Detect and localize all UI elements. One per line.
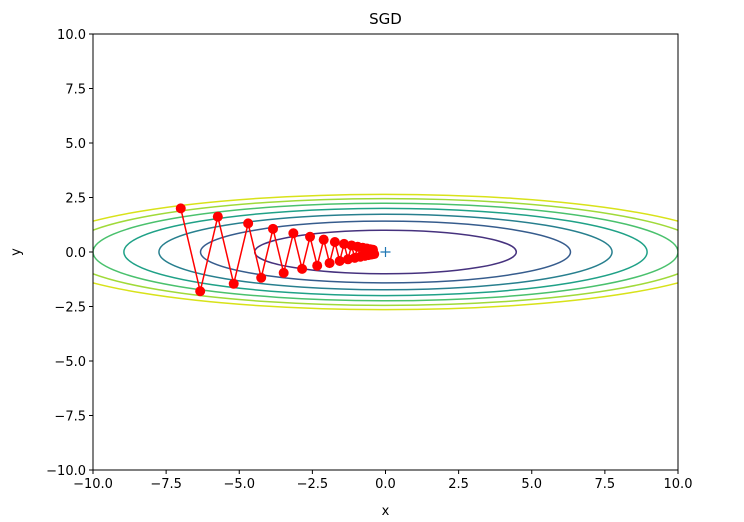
path-line bbox=[180, 208, 375, 292]
y-tick-label: 0.0 bbox=[65, 246, 86, 261]
sgd-path bbox=[175, 203, 391, 297]
contour-level-2 bbox=[199, 220, 572, 284]
x-tick-label: 0.0 bbox=[375, 477, 396, 492]
path-point-8 bbox=[288, 228, 299, 239]
path-point-1 bbox=[195, 286, 206, 297]
y-tick-label: 2.5 bbox=[65, 192, 86, 207]
path-point-0 bbox=[175, 203, 186, 214]
path-point-16 bbox=[339, 238, 350, 249]
y-tick-label: 5.0 bbox=[65, 137, 86, 152]
y-tick-label: 7.5 bbox=[65, 83, 86, 98]
chart-title: SGD bbox=[369, 10, 402, 28]
x-tick-label: 5.0 bbox=[521, 477, 542, 492]
y-tick-label: 10.0 bbox=[57, 28, 86, 43]
contour-level-5 bbox=[93, 202, 678, 302]
path-point-7 bbox=[278, 267, 289, 278]
contour-level-3 bbox=[158, 213, 613, 291]
x-axis: −10.0 −7.5 −5.0 −2.5 0.0 2.5 5.0 7.5 10.0 bbox=[73, 470, 692, 492]
path-point-13 bbox=[324, 258, 335, 269]
x-axis-label: x bbox=[382, 504, 390, 518]
path-point-5 bbox=[256, 272, 267, 283]
x-tick-label: 2.5 bbox=[448, 477, 469, 492]
minimum-plus-marker bbox=[380, 247, 391, 257]
x-tick-label: −2.5 bbox=[297, 477, 329, 492]
path-point-4 bbox=[243, 218, 254, 229]
path-point-2 bbox=[212, 211, 223, 222]
x-tick-label: −7.5 bbox=[150, 477, 182, 492]
y-axis-label: y bbox=[9, 248, 24, 256]
x-tick-label: 10.0 bbox=[664, 477, 693, 492]
contour-level-4 bbox=[123, 207, 648, 297]
path-point-15 bbox=[334, 255, 345, 266]
path-point-10 bbox=[305, 231, 316, 242]
path-point-3 bbox=[228, 278, 239, 289]
x-tick-label: −10.0 bbox=[73, 477, 113, 492]
contour-level-7 bbox=[93, 193, 678, 311]
y-tick-label: −7.5 bbox=[54, 410, 86, 425]
path-point-14 bbox=[329, 237, 340, 248]
path-point-11 bbox=[312, 260, 323, 271]
path-point-29 bbox=[369, 249, 380, 260]
contour-level-6 bbox=[93, 197, 678, 307]
path-point-12 bbox=[318, 234, 329, 245]
x-tick-label: −5.0 bbox=[223, 477, 255, 492]
y-axis: −10.0 −7.5 −5.0 −2.5 0.0 2.5 5.0 7.5 10.0 bbox=[46, 28, 93, 479]
y-tick-label: −5.0 bbox=[54, 355, 86, 370]
path-point-9 bbox=[297, 263, 308, 274]
y-tick-label: −2.5 bbox=[54, 301, 86, 316]
x-tick-label: 7.5 bbox=[595, 477, 616, 492]
y-tick-label: −10.0 bbox=[46, 464, 86, 479]
path-point-6 bbox=[268, 223, 279, 234]
contour-lines bbox=[93, 193, 678, 311]
